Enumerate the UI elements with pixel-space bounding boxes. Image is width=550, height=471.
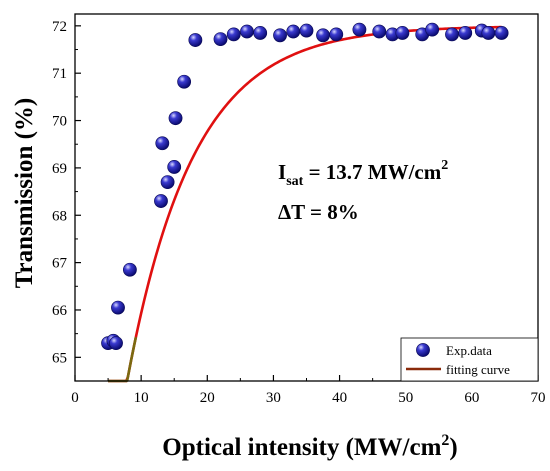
delta-t-annotation: ΔT = 8% [278,200,359,224]
y-tick-label: 68 [52,208,67,224]
data-point [160,175,175,190]
data-point [111,300,125,315]
data-point [177,74,192,89]
data-point [316,28,330,43]
data-point [299,23,314,38]
x-tick-label: 20 [200,390,215,406]
data-point [445,27,459,42]
data-point [273,28,287,43]
isat-sup: 2 [441,158,448,173]
x-tick-label: 40 [332,390,347,406]
data-point [154,194,168,208]
y-tick-label: 66 [52,303,68,319]
y-tick-label: 70 [52,114,67,130]
x-tick-label: 70 [531,390,546,406]
data-point [155,136,170,151]
data-point [494,26,509,40]
legend-marker-exp [416,343,430,357]
x-tick-label: 0 [71,390,79,406]
y-tick-label: 67 [52,256,68,272]
y-tick-label: 69 [52,161,67,177]
y-tick-label: 65 [52,350,67,366]
plot-frame [74,13,539,382]
data-point [240,24,254,39]
x-axis-title-tail: ) [449,434,457,461]
data-point [352,22,367,37]
x-tick-label: 10 [134,390,149,406]
y-tick-label: 71 [52,66,67,82]
x-tick-label: 60 [464,390,479,406]
data-point [188,33,203,47]
x-axis-title: Optical intensity (MW/cm2) [162,432,457,461]
x-axis-title-main: Optical intensity (MW/cm [162,434,441,461]
isat-value: = 13.7 MW/cm [303,160,441,184]
legend-label-exp: Exp.data [446,343,492,358]
data-point [168,111,183,126]
data-point [213,32,228,46]
data-point [122,262,137,277]
y-tick-label: 72 [52,19,67,35]
isat-annotation: Isat = 13.7 MW/cm2 [278,158,448,189]
data-point [286,24,301,39]
data-point [372,24,387,39]
x-axis-title-sup: 2 [441,432,449,449]
legend: Exp.data fitting curve [400,337,539,382]
data-point [253,26,268,40]
data-point [425,22,440,37]
data-point [329,27,344,42]
data-point [226,27,241,42]
legend-label-fit: fitting curve [446,362,510,377]
x-tick-label: 50 [398,390,413,406]
data-point [167,160,182,174]
data-point [395,26,410,40]
isat-sub: sat [286,174,303,189]
isat-main: I [278,160,286,184]
data-points-layer [101,22,509,351]
data-point [458,26,473,40]
x-tick-label: 30 [266,390,281,406]
axes-layer: 0 10 20 30 40 50 60 70 65 66 67 68 69 70 71 72 [52,13,546,406]
y-axis-title: Transmission (%) [11,98,38,289]
data-point [481,26,496,40]
data-point [109,336,123,351]
